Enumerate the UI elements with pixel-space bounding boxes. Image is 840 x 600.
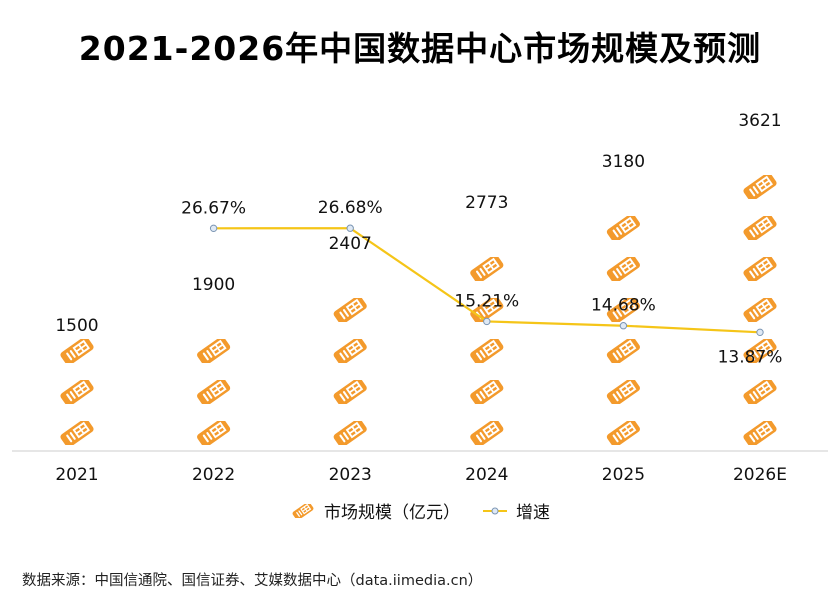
legend-item-growth[interactable]: 增速 [482,498,550,523]
bar-chip-partial [741,152,779,158]
bar-chip [331,421,370,445]
bar-chip [331,298,370,322]
bar-value-label: 2407 [329,234,372,254]
growth-value-label: 13.87% [718,347,783,367]
bar-chip [467,339,506,363]
bar-2022[interactable] [194,294,233,449]
bar-chip [194,421,233,445]
growth-point[interactable] [209,224,218,233]
bar-chip [58,421,96,445]
x-tick-label: 2025 [602,465,645,485]
growth-value-label: 14.68% [591,296,656,316]
bar-chip [604,421,643,445]
bar-chip [741,380,779,404]
bar-value-label: 3621 [738,111,781,131]
legend-line-icon [483,507,507,514]
bar-chip [58,339,96,363]
legend-item-market-size[interactable]: 市场规模（亿元） [290,498,460,523]
bar-value-label: 1500 [55,316,98,336]
x-tick-label: 2023 [329,465,372,485]
bar-chip [604,216,643,240]
growth-point[interactable] [619,322,628,330]
bar-value-label: 3180 [602,152,645,172]
growth-value-label: 15.21% [454,291,519,311]
chart-title: 2021-2026年中国数据中心市场规模及预测 [78,29,762,68]
growth-point[interactable] [346,224,354,232]
bar-chip-partial [331,261,370,281]
chart-legend: 市场规模（亿元） 增速 [0,498,840,523]
x-tick-label: 2021 [55,465,98,485]
x-tick-label: 2026E [733,465,787,485]
bar-chip [331,339,370,363]
bar-chip [741,216,779,240]
bar-2024[interactable] [467,212,506,449]
bar-chip [194,380,233,404]
bar-chip [741,175,779,199]
growth-value-label: 26.68% [318,198,383,218]
x-tick-label: 2022 [192,465,235,485]
bar-chip [467,380,506,404]
bar-2026E[interactable] [741,130,779,449]
bar-chip [604,339,643,363]
bar-chip [741,298,779,322]
bar-chip [467,421,506,445]
bar-chip [58,380,96,404]
x-tick-label: 2024 [465,465,508,485]
bar-value-label: 1900 [192,275,235,295]
bar-2023[interactable] [331,253,370,449]
bar-chip-partial [467,226,506,240]
bar-chip [194,339,233,363]
legend-label-growth: 增速 [516,503,550,523]
bar-chip [604,257,643,281]
bar-chip-partial [604,190,643,199]
bar-chip [741,257,779,281]
bar-2021[interactable] [58,335,96,449]
legend-chip-icon [291,503,315,518]
growth-value-label: 26.67% [181,198,246,218]
source-note: 数据来源：中国信通院、国信证券、艾媒数据中心（data.iimedia.cn） [22,573,483,589]
growth-point[interactable] [483,317,491,326]
bar-value-label: 2773 [465,193,508,213]
growth-point[interactable] [756,328,764,337]
bar-chip [467,257,506,281]
bar-chip [331,380,370,404]
bar-chip [604,380,643,404]
bar-chip-partial [194,302,233,322]
legend-label-market-size: 市场规模（亿元） [324,503,460,523]
bar-chip [741,421,779,445]
